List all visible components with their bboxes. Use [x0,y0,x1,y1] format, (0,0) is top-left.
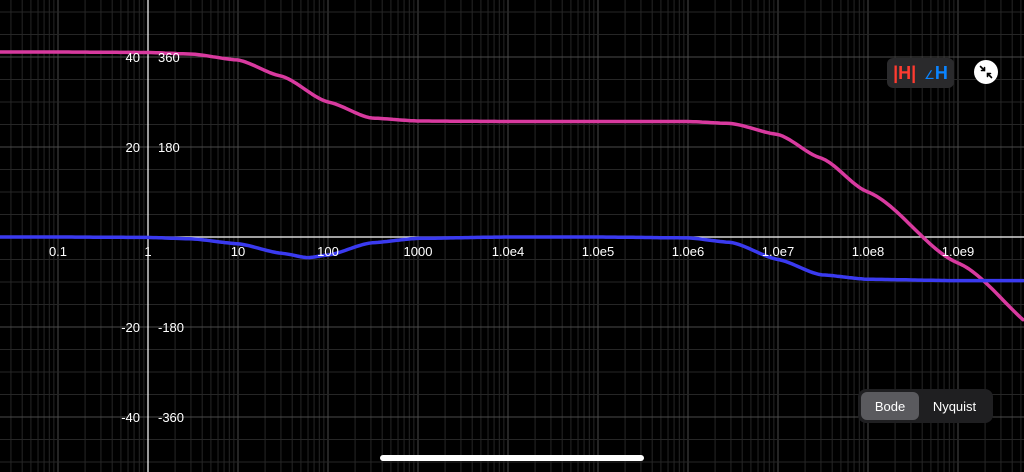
x-tick-label: 1.0e5 [582,244,615,259]
collapse-button[interactable] [974,60,998,84]
x-tick-label: 1.0e9 [942,244,975,259]
x-tick-label: 0.1 [49,244,67,259]
nyquist-tab[interactable]: Nyquist [932,398,977,414]
legend-phase-label[interactable]: ∠H [924,63,948,84]
magnitude-tick-label: -20 [121,320,140,335]
x-tick-label: 100 [317,244,339,259]
tick-labels: 0.1 1 10 100 1000 1.0e4 1.0e5 1.0e6 1.0e7 1.0e8 1.… [49,50,974,425]
phase-tick-label: -360 [158,410,184,425]
bode-tab[interactable]: Bode [861,392,919,420]
phase-tick-label: 180 [158,140,180,155]
x-tick-label: 1.0e8 [852,244,885,259]
magnitude-tick-label: 20 [126,140,140,155]
x-tick-label: 1.0e4 [492,244,525,259]
home-indicator[interactable] [380,455,644,461]
phase-curve [0,50,1024,322]
legend-magnitude-label[interactable]: |H| [893,62,917,83]
phase-tick-label: 360 [158,50,180,65]
magnitude-curve [0,235,1024,283]
x-tick-label: 1000 [404,244,433,259]
phase-tick-label: -180 [158,320,184,335]
x-tick-label: 1 [144,244,151,259]
plot-mode-selector[interactable]: Bode Nyquist [858,389,993,423]
angle-symbol: ∠ [924,67,935,82]
x-tick-label: 10 [231,244,245,259]
legend-toggle[interactable]: |H| ∠H [887,58,954,88]
magnitude-tick-label: 40 [126,50,140,65]
collapse-arrows-icon [979,65,993,79]
curves [0,50,1024,322]
magnitude-tick-label: -40 [121,410,140,425]
legend-phase-letter: H [934,62,948,83]
x-tick-label: 1.0e7 [762,244,795,259]
x-tick-label: 1.0e6 [672,244,705,259]
